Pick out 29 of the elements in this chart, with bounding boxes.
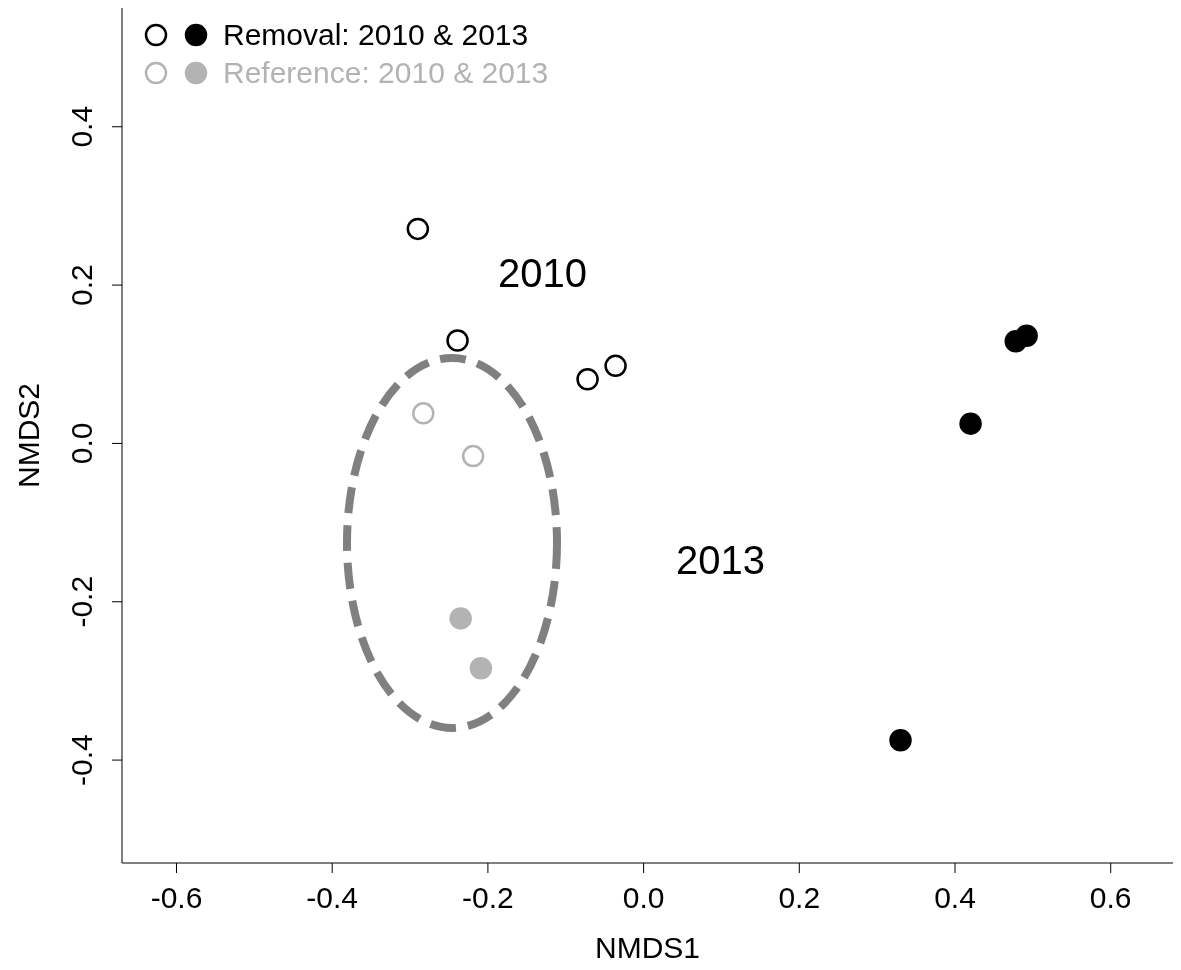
x-tick-label: -0.6	[150, 881, 203, 915]
legend-label: Reference: 2010 & 2013	[223, 55, 549, 91]
x-tick-label: -0.4	[306, 881, 359, 915]
y-axis-title: NMDS2	[11, 382, 45, 489]
y-tick-label: 0.4	[65, 105, 98, 148]
y-tick-label: -0.4	[65, 734, 98, 786]
x-tick-label: -0.2	[462, 881, 514, 915]
annotation: 2010	[498, 251, 587, 296]
point	[449, 607, 472, 630]
point	[446, 329, 469, 352]
legend-label: Removal: 2010 & 2013	[223, 17, 529, 53]
y-tick-label: 0.2	[65, 264, 98, 306]
point	[406, 217, 430, 241]
x-axis-title: NMDS1	[594, 931, 701, 964]
point	[576, 368, 599, 391]
point	[889, 729, 912, 752]
point	[461, 444, 485, 468]
x-tick-label: 0.4	[934, 881, 976, 915]
x-tick-label: 0.0	[622, 881, 665, 915]
point	[469, 657, 493, 680]
point	[959, 412, 982, 435]
x-tick-label: 0.2	[778, 881, 821, 915]
annotation: 2013	[676, 538, 765, 583]
y-tick-label: 0.0	[65, 422, 98, 465]
point	[604, 354, 627, 378]
y-tick-label: -0.2	[65, 575, 98, 628]
x-tick-label: 0.6	[1089, 881, 1132, 915]
point	[412, 402, 435, 425]
point	[1004, 330, 1027, 353]
